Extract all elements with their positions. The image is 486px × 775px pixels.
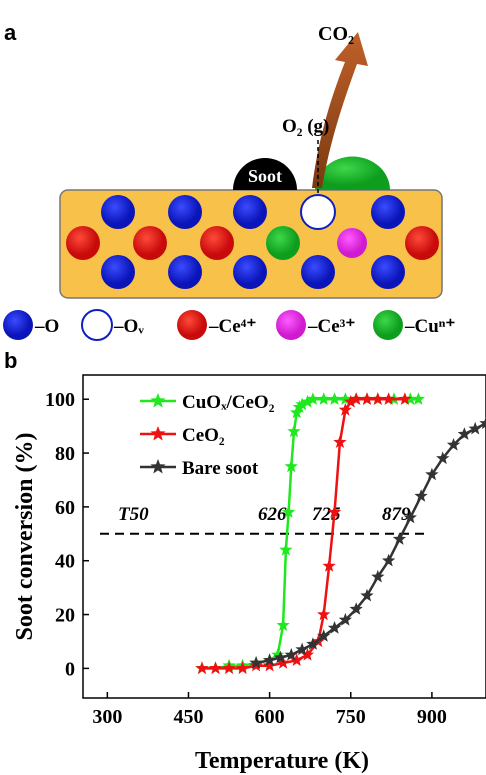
point-marker — [317, 392, 330, 405]
legend-text: –Oᵥ — [113, 316, 144, 337]
panel-a: a Soot CO₂ O₂ (g) –O –Oᵥ –Ce⁴⁺ –Ce³⁺ –Cu… — [3, 20, 455, 340]
annotation: 626 — [258, 504, 287, 525]
legend-label: Bare soot — [182, 458, 259, 479]
panel-b: 300 450 600 750 900 0 20 40 60 80 100 Temperature (… — [12, 375, 486, 774]
point-marker — [371, 392, 384, 405]
annotation: T50 — [118, 504, 149, 525]
legend-marker — [150, 459, 165, 474]
x-tick-label: 300 — [92, 706, 122, 728]
point-marker — [469, 422, 482, 435]
annotation: 879 — [382, 504, 411, 525]
y-tick-label: 100 — [45, 389, 75, 411]
y-tick-label: 60 — [55, 497, 75, 519]
point-marker — [414, 489, 427, 502]
point-marker — [360, 392, 373, 405]
y-axis-title: Soot conversion (%) — [12, 433, 38, 641]
x-tick-label: 750 — [336, 706, 366, 728]
y-tick-label: 80 — [55, 443, 75, 465]
point-marker — [195, 661, 208, 674]
soot-label: Soot — [248, 166, 282, 186]
series-line — [256, 423, 486, 663]
y-tick-label: 20 — [55, 605, 75, 627]
legend-text: –O — [34, 316, 59, 337]
y-tick-label: 40 — [55, 551, 75, 573]
point-marker — [236, 661, 249, 674]
panel-label: a — [4, 20, 17, 45]
x-tick-label: 900 — [417, 706, 447, 728]
figure: a Soot CO₂ O₂ (g) –O –Oᵥ –Ce⁴⁺ –Ce³⁺ –Cu… — [0, 0, 486, 775]
point-marker — [328, 392, 341, 405]
legend-text: –Ce³⁺ — [307, 316, 355, 337]
legend-text: –Cuⁿ⁺ — [404, 316, 455, 337]
legend-text: –Ce⁴⁺ — [208, 316, 256, 337]
gas-label: O₂ (g) — [282, 116, 329, 137]
x-tick-label: 600 — [255, 706, 285, 728]
y-tick-label: 0 — [65, 658, 75, 680]
product-label: CO₂ — [318, 23, 354, 45]
legend-marker — [150, 426, 165, 441]
legend-a: –O –Oᵥ –Ce⁴⁺ –Ce³⁺ –Cuⁿ⁺ — [3, 310, 455, 340]
panel-label: b — [4, 348, 17, 373]
legend-label: CuOₓ/CeO₂ — [182, 392, 275, 413]
point-marker — [360, 589, 373, 602]
legend-label: CeO₂ — [182, 425, 225, 446]
plot-frame — [83, 375, 486, 698]
legend-marker — [150, 393, 165, 408]
point-marker — [398, 392, 411, 405]
x-axis-title: Temperature (K) — [195, 748, 369, 774]
x-tick-label: 450 — [173, 706, 203, 728]
point-marker — [209, 661, 222, 674]
point-marker — [382, 554, 395, 567]
point-marker — [222, 661, 235, 674]
